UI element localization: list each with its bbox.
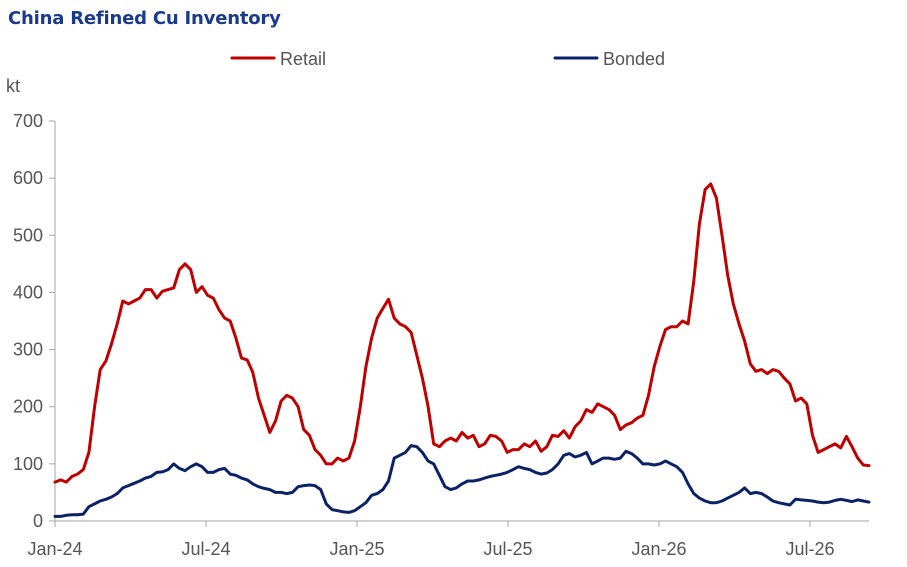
axes: 0 100 200 300 400 500 600 700 Jan-24 Jul-24 Jan-25… — [13, 111, 869, 559]
x-tick-label: Jan-25 — [329, 539, 384, 559]
x-tick-label: Jan-26 — [631, 539, 686, 559]
series-line-retail — [53, 182, 871, 484]
x-tick-label: Jul-25 — [483, 539, 532, 559]
y-tick-label: 700 — [13, 111, 43, 131]
legend-label-retail: Retail — [280, 49, 326, 69]
y-tick-label: 300 — [13, 340, 43, 360]
y-tick-label: 0 — [33, 511, 43, 531]
x-tick-label: Jul-24 — [181, 539, 230, 559]
series-line-bonded — [53, 444, 871, 518]
y-tick-label: 100 — [13, 454, 43, 474]
x-tick-label: Jul-26 — [785, 539, 834, 559]
series-layer — [53, 182, 871, 518]
y-tick-label: 400 — [13, 282, 43, 302]
y-tick-label: 600 — [13, 168, 43, 188]
y-axis-unit-label: kt — [6, 76, 20, 96]
legend-label-bonded: Bonded — [603, 49, 665, 69]
y-tick-label: 500 — [13, 225, 43, 245]
y-tick-label: 200 — [13, 397, 43, 417]
x-tick-label: Jan-24 — [27, 539, 82, 559]
chart-title: China Refined Cu Inventory — [8, 8, 281, 29]
legend: Retail Bonded — [230, 49, 665, 69]
